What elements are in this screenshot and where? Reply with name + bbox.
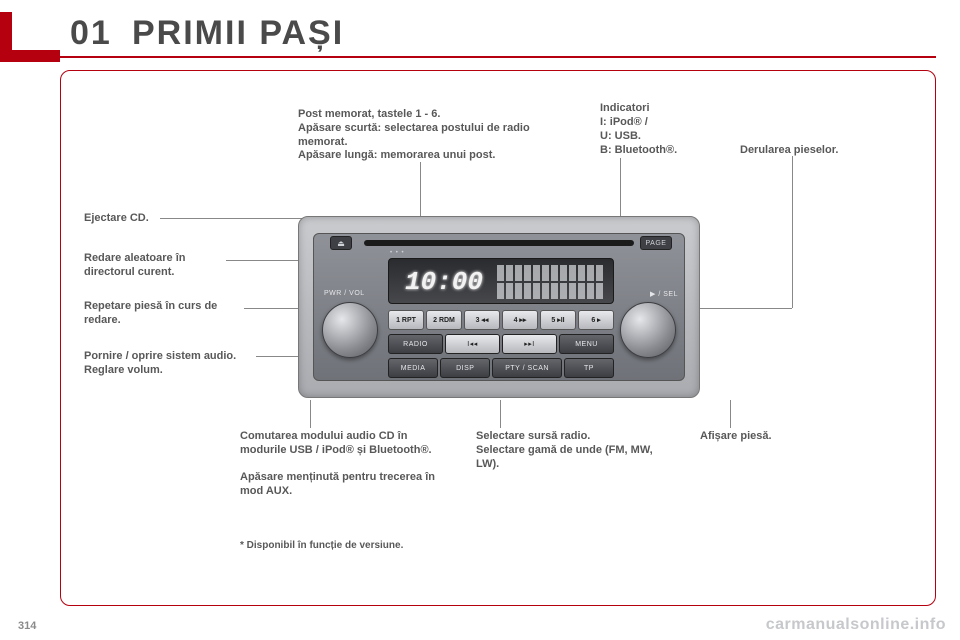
header-rule	[60, 56, 936, 58]
leader-eject	[160, 218, 322, 219]
radio-faceplate: ⏏ PAGE • • • 10:00 PWR / VOL ▶ / SEL 1 R…	[313, 233, 685, 381]
row2-button--i[interactable]: ▸▸I	[502, 334, 557, 354]
manual-page: 01 PRIMII PAȘI Ejectare CD. Redare aleat…	[0, 0, 960, 640]
label-indicator-b: B: Bluetooth®.	[600, 144, 677, 158]
preset-button-3[interactable]: 3 ◂◂	[464, 310, 500, 330]
row3-button-disp[interactable]: DISP	[440, 358, 490, 378]
leader-show	[730, 400, 731, 428]
button-row-2: RADIOI◂◂▸▸IMENU	[388, 334, 614, 354]
label-footnote: * Disponibil în funcție de versiune.	[240, 540, 403, 553]
label-indicator-i: I: iPod® /	[600, 116, 648, 130]
leader-mode	[310, 400, 311, 428]
leader-source	[500, 400, 501, 428]
label-indicators-title: Indicatori	[600, 102, 650, 116]
row3-button-media[interactable]: MEDIA	[388, 358, 438, 378]
label-power-volume: Pornire / oprire sistem audio. Reglare v…	[84, 350, 264, 378]
label-mode-switch: Comutarea modului audio CD în modurile U…	[240, 430, 440, 499]
label-select-source: Selectare sursă radio. Selectare gamă de…	[476, 430, 666, 471]
radio-display: 10:00	[388, 258, 614, 304]
leader-scroll	[792, 156, 793, 308]
eject-button[interactable]: ⏏	[330, 236, 352, 250]
row3-button-pty-scan[interactable]: PTY / SCAN	[492, 358, 561, 378]
chapter-number: 01	[70, 14, 112, 53]
row3-button-tp[interactable]: TP	[564, 358, 614, 378]
preset-row: 1 RPT2 RDM3 ◂◂4 ▸▸5 ▸II6 ▸	[388, 310, 614, 330]
display-indicators: • • •	[390, 250, 405, 256]
preset-button-6[interactable]: 6 ▸	[578, 310, 614, 330]
leader-scroll-h	[698, 308, 792, 309]
label-preset-memory: Post memorat, tastele 1 - 6. Apăsare scu…	[298, 108, 558, 163]
label-random-play: Redare aleatoare în directorul curent.	[84, 252, 234, 280]
preset-button-2[interactable]: 2 RDM	[426, 310, 462, 330]
label-repeat-track: Repetare piesă în curs de redare.	[84, 300, 254, 328]
select-knob[interactable]	[620, 302, 676, 358]
radio-unit: ⏏ PAGE • • • 10:00 PWR / VOL ▶ / SEL 1 R…	[298, 216, 700, 398]
page-title: PRIMII PAȘI	[132, 14, 344, 53]
page-number: 314	[18, 620, 36, 632]
preset-button-5[interactable]: 5 ▸II	[540, 310, 576, 330]
display-clock: 10:00	[405, 267, 483, 297]
knob-right-label: ▶ / SEL	[650, 290, 678, 298]
cd-slot	[364, 240, 634, 246]
label-indicator-u: U: USB.	[600, 130, 641, 144]
row2-button-radio[interactable]: RADIO	[388, 334, 443, 354]
knob-left-label: PWR / VOL	[324, 290, 365, 297]
header-accent	[0, 12, 60, 62]
row2-button-i-[interactable]: I◂◂	[445, 334, 500, 354]
row2-button-menu[interactable]: MENU	[559, 334, 614, 354]
display-segment-bars	[497, 265, 605, 299]
power-volume-knob[interactable]	[322, 302, 378, 358]
page-button[interactable]: PAGE	[640, 236, 672, 250]
watermark: carmanualsonline.info	[766, 616, 946, 634]
label-eject-cd: Ejectare CD.	[84, 212, 149, 226]
label-show-track: Afișare piesă.	[700, 430, 772, 444]
preset-button-4[interactable]: 4 ▸▸	[502, 310, 538, 330]
label-scroll-tracks: Derularea pieselor.	[740, 144, 838, 158]
preset-button-1[interactable]: 1 RPT	[388, 310, 424, 330]
button-row-3: MEDIADISPPTY / SCANTP	[388, 358, 614, 378]
